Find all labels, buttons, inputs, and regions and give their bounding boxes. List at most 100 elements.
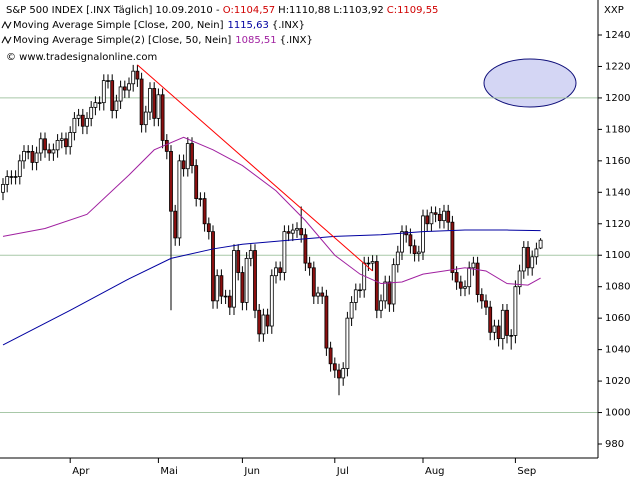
- legend-icon: [1, 20, 12, 30]
- candle-body: [450, 221, 455, 273]
- title-text: S&P 500 INDEX [.INX Täglich] 10.09.2010 …: [6, 5, 223, 16]
- candle-body: [64, 138, 68, 148]
- candle-body: [513, 286, 518, 336]
- candle-body: [47, 149, 52, 154]
- candle-body: [177, 160, 182, 239]
- candle-body: [72, 117, 77, 133]
- candle-body: [391, 264, 396, 305]
- candle-body: [349, 302, 354, 319]
- candle-body: [143, 111, 148, 126]
- candle-body: [324, 295, 329, 349]
- candle-body: [353, 289, 358, 303]
- candle-body: [244, 257, 249, 303]
- candle-body: [337, 369, 341, 379]
- candle-body: [475, 262, 480, 295]
- candle-body: [59, 138, 64, 141]
- y-tick-label: 1160: [605, 156, 630, 167]
- candle-body: [1, 184, 5, 193]
- candle-body: [261, 314, 266, 335]
- candle-body: [190, 143, 194, 166]
- candle-body: [93, 102, 98, 108]
- candle-body: [395, 251, 400, 266]
- candle-body: [320, 292, 325, 297]
- candle-body: [463, 286, 467, 289]
- y-tick-label: 1220: [605, 61, 630, 72]
- legend-entry: Moving Average Simple(2) [Close, 50, Nei…: [13, 35, 313, 46]
- candle-body: [534, 248, 539, 258]
- candle-body: [135, 70, 140, 80]
- candle-body: [421, 215, 425, 253]
- candle-body: [307, 262, 312, 269]
- candle-body: [156, 94, 161, 119]
- candle-body: [160, 94, 165, 141]
- candle-body: [374, 261, 379, 311]
- y-tick-label: 980: [605, 439, 624, 450]
- candle-body: [488, 306, 493, 333]
- legend-suffix: {.INX}: [280, 35, 313, 46]
- y-tick-label: 1100: [605, 250, 630, 261]
- candle-body: [370, 261, 375, 264]
- candle-body: [122, 86, 127, 91]
- y-tick-label: 1200: [605, 93, 630, 104]
- candle-body: [505, 309, 509, 336]
- watermark: © www.tradesignalonline.com: [6, 52, 157, 63]
- candle-body: [299, 228, 304, 236]
- candle-body: [148, 88, 152, 113]
- x-tick-label: Jul: [336, 466, 349, 477]
- y-tick-label: 1040: [605, 345, 630, 356]
- candle-body: [80, 114, 85, 127]
- candle-body: [400, 231, 404, 253]
- candle-body: [442, 210, 446, 222]
- y-tick-label: 1060: [605, 313, 630, 324]
- candle-body: [89, 106, 94, 119]
- candle-body: [253, 250, 257, 311]
- legend-value: 1115,63: [227, 20, 268, 31]
- candle-body: [30, 151, 35, 163]
- candle-body: [446, 210, 451, 223]
- candle-body: [332, 363, 337, 371]
- ohlc-label: C:1109,55: [387, 5, 439, 16]
- candle-body: [454, 272, 459, 283]
- candle-body: [316, 292, 320, 297]
- candle-body: [173, 210, 178, 239]
- candle-body: [496, 325, 501, 340]
- candle-body: [278, 267, 283, 273]
- candle-body: [206, 223, 211, 233]
- candle-body: [106, 80, 110, 82]
- candle-body: [9, 176, 14, 178]
- candle-body: [85, 117, 89, 127]
- candle-body: [219, 275, 224, 297]
- candle-body: [38, 138, 43, 154]
- candle-body: [429, 212, 434, 225]
- candle-body: [236, 250, 241, 273]
- candle-body: [467, 267, 472, 288]
- candle-body: [274, 267, 278, 277]
- candle-body: [500, 309, 505, 340]
- candle-body: [265, 314, 270, 327]
- candle-body: [387, 281, 392, 305]
- candle-body: [269, 275, 274, 327]
- candle-body: [181, 160, 186, 170]
- candle-body: [509, 335, 514, 337]
- candle-body: [198, 198, 203, 200]
- legend-entry: Moving Average Simple [Close, 200, Nein]…: [13, 20, 305, 31]
- candle-body: [13, 176, 18, 178]
- y-tick-label: 1120: [605, 219, 630, 230]
- y-tick-label: 1180: [605, 124, 630, 135]
- candle-body: [358, 289, 362, 292]
- candle-body: [131, 70, 136, 85]
- candle-body: [240, 272, 245, 303]
- candle-body: [526, 246, 530, 269]
- candle-body: [328, 347, 333, 365]
- candle-body: [412, 245, 417, 255]
- candle-body: [311, 267, 316, 297]
- candle-body: [194, 165, 199, 199]
- candle-body: [68, 132, 73, 148]
- candle-body: [484, 300, 488, 308]
- candle-body: [521, 246, 526, 272]
- chart-title: S&P 500 INDEX [.INX Täglich] 10.09.2010 …: [6, 5, 438, 16]
- candle-body: [118, 86, 123, 102]
- candle-body: [26, 151, 31, 153]
- x-tick-label: Sep: [517, 466, 536, 477]
